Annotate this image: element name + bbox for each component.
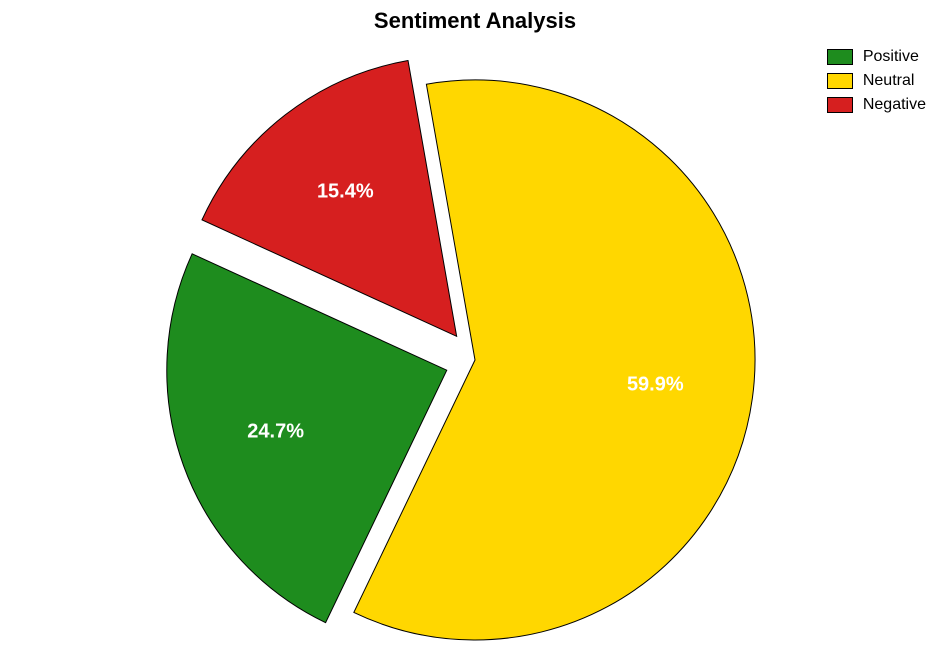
legend-swatch-negative: [827, 97, 853, 113]
legend-item-neutral: Neutral: [827, 72, 926, 90]
legend-label-positive: Positive: [863, 48, 919, 66]
chart-area: 59.9% 24.7% 15.4%: [0, 40, 950, 660]
slice-label-positive: 24.7%: [247, 421, 304, 444]
legend-swatch-positive: [827, 49, 853, 65]
legend-label-negative: Negative: [863, 96, 926, 114]
chart-title: Sentiment Analysis: [0, 8, 950, 34]
legend-swatch-neutral: [827, 73, 853, 89]
legend-item-negative: Negative: [827, 96, 926, 114]
legend-label-neutral: Neutral: [863, 72, 915, 90]
slice-label-negative: 15.4%: [317, 181, 374, 204]
slice-label-neutral: 59.9%: [627, 373, 684, 396]
pie-chart: [0, 40, 950, 660]
legend-item-positive: Positive: [827, 48, 926, 66]
legend: Positive Neutral Negative: [827, 48, 926, 114]
